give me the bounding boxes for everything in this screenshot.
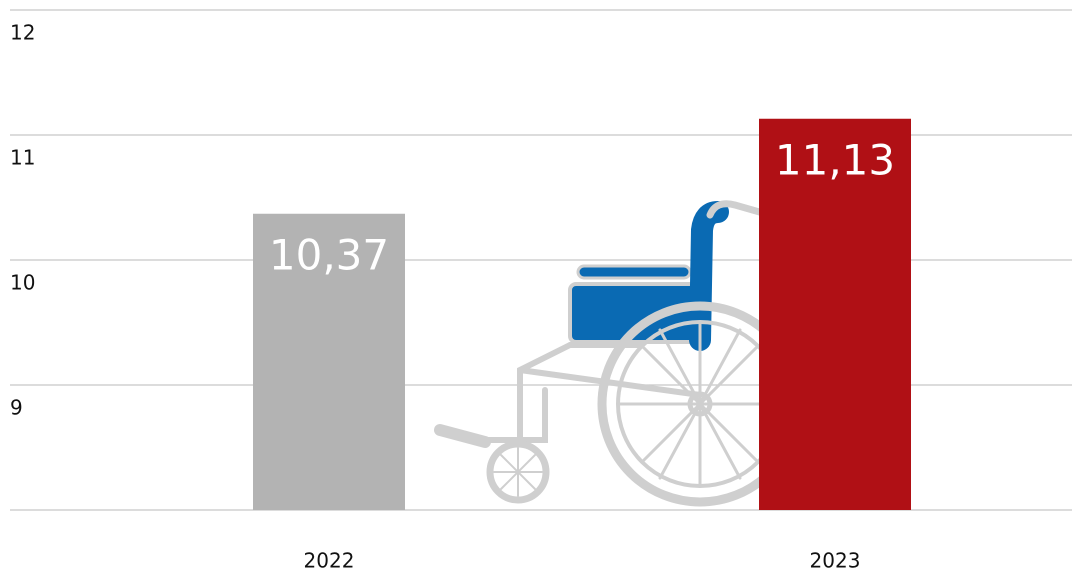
bar xyxy=(759,118,911,510)
y-tick-label: 9 xyxy=(10,396,23,420)
x-tick-label: 2022 xyxy=(304,549,355,573)
x-tick-label: 2023 xyxy=(810,549,861,573)
grid: 9 10 11 12 xyxy=(10,9,1072,511)
value-label: 10,37 xyxy=(269,230,389,279)
y-tick-label: 11 xyxy=(10,146,35,170)
wheelchair-illustration xyxy=(434,200,803,507)
y-tick-label: 10 xyxy=(10,271,35,295)
value-label: 11,13 xyxy=(775,135,895,184)
y-tick-label: 12 xyxy=(10,21,35,45)
bar xyxy=(253,213,405,510)
